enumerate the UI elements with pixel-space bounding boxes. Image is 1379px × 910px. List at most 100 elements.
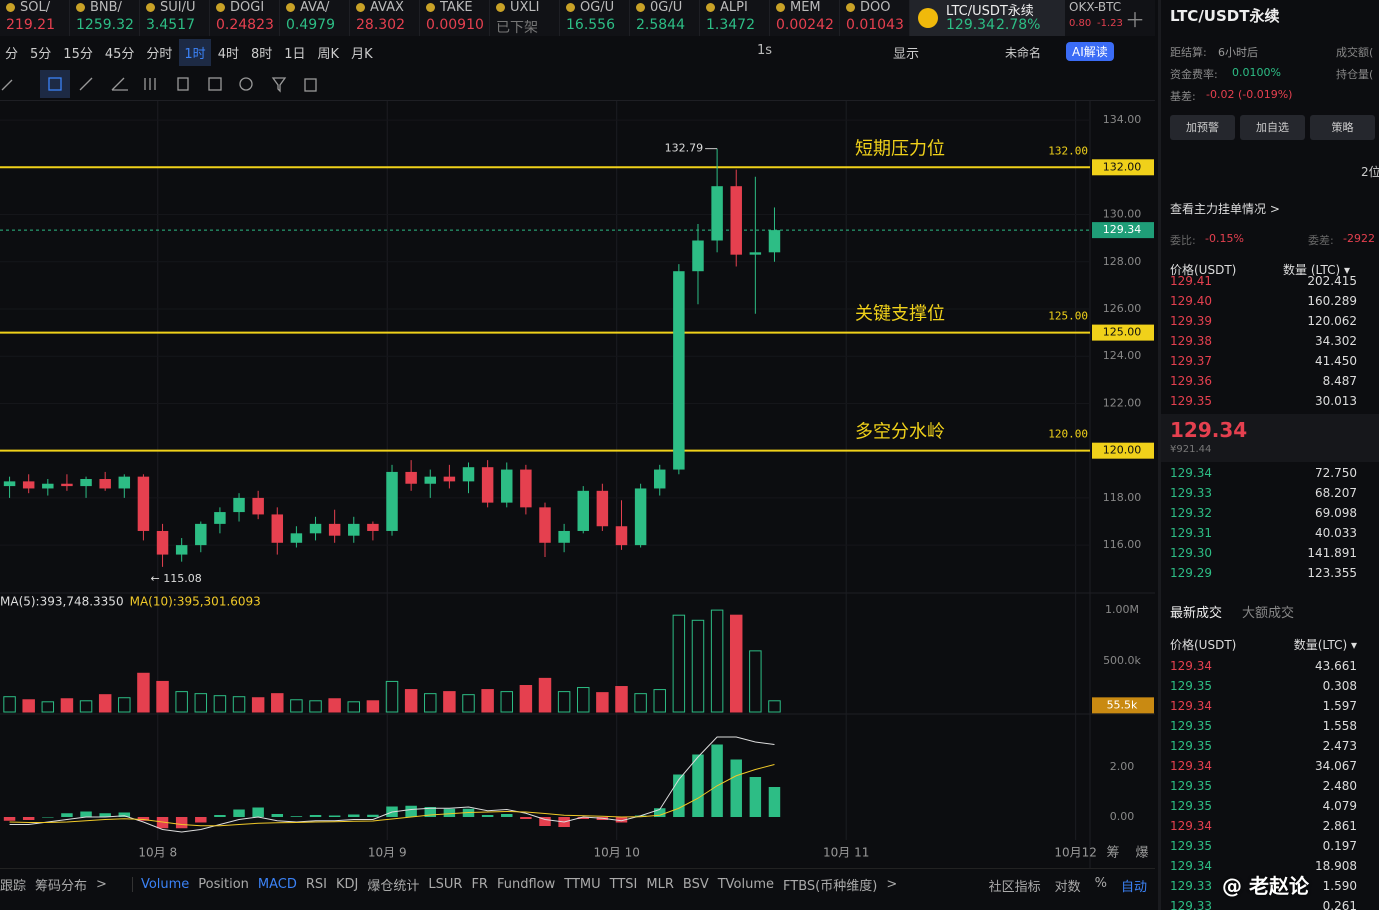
tool-measure[interactable] — [208, 77, 222, 91]
tool-pen[interactable] — [79, 77, 93, 91]
tool-select[interactable] — [48, 77, 62, 91]
trade-price: 129.35 — [1170, 739, 1212, 753]
symbol-tab[interactable]: SOL/219.21 — [0, 0, 70, 36]
volume-bar — [156, 680, 169, 713]
timeframe[interactable]: 周K — [317, 46, 340, 62]
volume-bar — [79, 700, 93, 713]
candle-body — [61, 483, 73, 487]
candle-body — [424, 476, 436, 484]
indicator-tab[interactable]: FTBS(币种维度) — [783, 878, 878, 894]
tool-filter[interactable] — [271, 77, 287, 93]
timeframe[interactable]: 1日 — [284, 46, 306, 62]
low-label: ← 115.08 — [151, 572, 202, 585]
indicator-left[interactable]: > — [96, 876, 107, 892]
timeframe[interactable]: 1时 — [179, 38, 211, 66]
indicator-option[interactable]: 对数 — [1054, 880, 1081, 895]
indicator-tab[interactable]: BSV — [682, 876, 709, 892]
tab-icon — [286, 3, 295, 12]
candle-body — [520, 469, 532, 508]
indicator-option[interactable]: 社区指标 — [988, 880, 1041, 895]
symbol-tab[interactable]: DOO 0.01043 — [840, 0, 910, 36]
trade-qty: 2.480 — [1322, 779, 1357, 793]
symbol-tab[interactable]: SUI/U 3.4517 — [140, 0, 210, 36]
symbol-tab[interactable]: AVA/0.4979 — [280, 0, 350, 36]
interval[interactable]: 1s — [757, 43, 773, 58]
watermark: @ 老赵论 — [1222, 874, 1309, 898]
tool-line[interactable] — [1, 79, 13, 91]
tool-fib[interactable] — [144, 78, 156, 90]
panel-button[interactable]: 加预警 — [1170, 115, 1235, 140]
timeframe[interactable]: 45分 — [104, 46, 135, 62]
indicator-left[interactable]: 跟踪 — [0, 878, 27, 894]
indicator-tab[interactable]: Volume — [131, 876, 189, 892]
ask-qty: 120.062 — [1307, 314, 1357, 328]
x-tick-label: 10月 11 — [823, 846, 869, 860]
tab-icon — [918, 8, 938, 28]
y-tick-label: 122.00 — [1103, 396, 1142, 409]
tool-magnet[interactable] — [239, 77, 253, 91]
timeframe[interactable]: 15分 — [63, 46, 93, 62]
timeframe[interactable]: 8时 — [250, 46, 273, 62]
trade-qty: 34.067 — [1315, 759, 1357, 773]
indicator-tab[interactable]: KDJ — [336, 876, 359, 892]
volume-bar — [634, 693, 647, 713]
symbol-tab[interactable]: UXLI 已下架 — [490, 0, 560, 36]
timeframe[interactable]: 月K — [351, 46, 373, 62]
y-tick-label: 118.00 — [1103, 491, 1142, 504]
indicator-tab[interactable]: FR — [471, 876, 488, 892]
symbol-tab[interactable]: TAKE 0.00910 — [420, 0, 490, 36]
symbol-tab[interactable]: BNB/1259.32 — [70, 0, 140, 36]
symbol-tab[interactable]: 0G/U 2.5844 — [630, 0, 700, 36]
tool-delete[interactable] — [304, 78, 317, 92]
indicator-option[interactable]: % — [1094, 876, 1107, 891]
symbol-tab[interactable]: DOGI 0.24823 — [210, 0, 280, 36]
symbol-tab[interactable]: ALPI 1.3472 — [700, 0, 770, 36]
macd-bar — [156, 817, 169, 829]
display-btn[interactable]: 显示 — [893, 47, 920, 62]
indicator-tab[interactable]: Position — [198, 876, 249, 892]
candle-body — [634, 488, 647, 546]
indicator-tab[interactable]: RSI — [305, 876, 328, 892]
tool-brush[interactable] — [111, 77, 128, 91]
tab-price: 已下架 — [496, 20, 538, 36]
indicator-tab[interactable]: > — [886, 876, 898, 892]
symbol-tab[interactable]: OKX-BTC 0.80 -1.23 — [1065, 0, 1135, 36]
timeframe[interactable]: 5分 — [30, 46, 52, 62]
indicator-tab[interactable]: LSUR — [428, 876, 463, 892]
candle-body — [3, 481, 16, 487]
indicator-tab[interactable]: TTSI — [609, 876, 638, 892]
panel-button[interactable]: 加自选 — [1240, 115, 1305, 140]
indicator-tab[interactable]: TTMU — [564, 876, 601, 892]
candle-body — [175, 545, 188, 555]
candle-body — [386, 471, 398, 531]
trade-tab[interactable]: 最新成交 — [1170, 606, 1223, 621]
precision: 2位 — [1361, 165, 1379, 179]
symbol-tab-active[interactable]: LTC/USDT永续 129.34 2.78% — [910, 0, 1065, 36]
indicator-tab[interactable]: MLR — [646, 876, 674, 892]
tool-note[interactable] — [177, 77, 189, 91]
tab-icon — [566, 3, 575, 12]
add-tab[interactable]: ＋ — [1125, 8, 1145, 32]
panel-button[interactable]: 策略 — [1310, 115, 1375, 140]
timeframe[interactable]: 4时 — [217, 46, 239, 62]
timeframe[interactable]: 分时 — [146, 46, 173, 62]
main-orders[interactable]: 查看主力挂单情况 > — [1170, 202, 1280, 216]
symbol-tab[interactable]: MEM 0.00242 — [770, 0, 840, 36]
candle-body — [233, 497, 245, 513]
symbol-tab[interactable]: OG/U 16.556 — [560, 0, 630, 36]
indicator-tab[interactable]: 爆仓统计 — [367, 878, 420, 894]
ai-btn[interactable]: AI解读 — [1066, 42, 1114, 61]
indicator-tab[interactable]: MACD — [257, 876, 297, 892]
symbol-tab[interactable]: AVAX 28.302 — [350, 0, 420, 36]
indicator-left[interactable]: 筹码分布 — [35, 878, 88, 894]
timeframe[interactable]: 分 — [5, 46, 19, 62]
tab-name: OG/U — [580, 0, 615, 15]
layout-name[interactable]: 未命名 — [1005, 46, 1042, 60]
indicator-tab[interactable]: Fundflow — [496, 876, 556, 892]
trade-tab[interactable]: 大额成交 — [1242, 606, 1295, 621]
ask-price: 129.36 — [1170, 374, 1212, 388]
indicator-tab[interactable]: TVolume — [717, 876, 775, 892]
indicator-option[interactable]: 自动 — [1120, 880, 1147, 895]
volume-last-box — [1092, 697, 1154, 714]
macd-bar — [309, 815, 322, 817]
